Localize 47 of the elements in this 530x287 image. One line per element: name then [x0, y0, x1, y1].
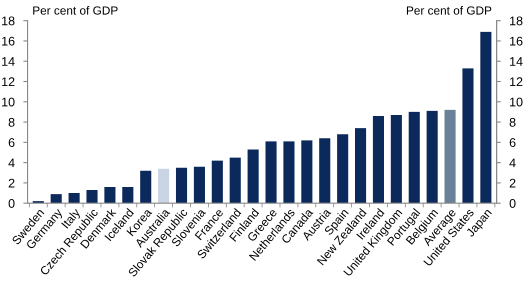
- bar: [194, 166, 205, 204]
- bar: [230, 158, 241, 204]
- y-tick-label: 12: [2, 77, 14, 86]
- y-tick-label: 10: [2, 98, 15, 106]
- y-tick-label: 18: [2, 16, 15, 26]
- y-tick-label: 2: [8, 178, 14, 188]
- bar: [301, 140, 312, 204]
- y-tick-label: 6: [8, 138, 15, 148]
- bar: [265, 141, 277, 204]
- bar: [248, 149, 259, 204]
- y-tick-label: 16: [2, 36, 15, 46]
- bar: [355, 128, 366, 204]
- y2-tick-label: 0: [510, 198, 516, 208]
- bar: [122, 186, 134, 204]
- bar: [158, 168, 170, 204]
- bar: [462, 68, 474, 204]
- y2-tick-label: 18: [510, 16, 522, 26]
- bar: [176, 168, 188, 204]
- y-tick-label: 14: [2, 57, 15, 66]
- bar: [86, 190, 98, 204]
- y-tick-label: 4: [8, 158, 15, 168]
- y-axis-title: Per cent of GDP: [33, 6, 118, 15]
- y2-tick-label: 12: [510, 77, 522, 86]
- bar: [390, 114, 402, 204]
- y2-tick-label: 10: [510, 98, 523, 106]
- bar: [50, 194, 62, 204]
- bar: [337, 134, 348, 204]
- bar: [140, 170, 152, 204]
- bar: [319, 138, 330, 204]
- bar: [408, 112, 420, 204]
- y2-tick-label: 14: [510, 57, 523, 66]
- bar: [68, 193, 80, 204]
- y2-tick-label: 8: [510, 118, 516, 127]
- y2-tick-label: 2: [510, 178, 516, 188]
- y2-tick-label: 6: [510, 138, 516, 148]
- bar: [372, 116, 384, 204]
- bar: [104, 186, 116, 204]
- bar: [283, 141, 294, 204]
- y-tick-label: 0: [8, 198, 15, 208]
- bar: [480, 32, 492, 204]
- bar: [444, 110, 456, 204]
- bar: [426, 110, 438, 204]
- y2-tick-label: 16: [510, 36, 522, 46]
- y-tick-label: 8: [8, 118, 15, 127]
- y2-tick-label: 4: [509, 158, 516, 168]
- bar: [212, 160, 223, 204]
- y2-axis-title: Per cent of GDP: [406, 6, 492, 15]
